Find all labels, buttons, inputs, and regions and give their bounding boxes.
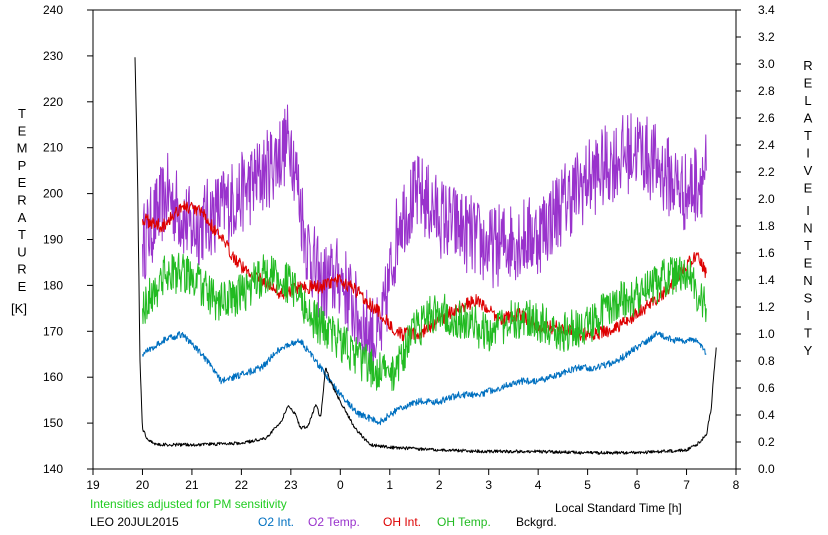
x-tick-label: 8: [733, 478, 740, 492]
y-tick-label: 220: [43, 95, 63, 109]
x-tick-label: 22: [235, 478, 249, 492]
y2-tick-label: 3.2: [758, 30, 775, 44]
x-tick-label: 0: [337, 478, 344, 492]
right-axis-title-letter: I: [806, 203, 810, 218]
x-tick-label: 19: [86, 478, 100, 492]
right-axis-title-letter: I: [806, 146, 810, 161]
plot-frame: [92, 9, 737, 470]
sensitivity-note: Intensities adjusted for PM sensitivity: [90, 497, 287, 511]
y-axis-left: 140 150 160 170 180 190 200 210 220 230 240: [43, 3, 93, 476]
y-tick-label: 230: [43, 49, 63, 63]
y-tick-label: 150: [43, 416, 63, 430]
y-tick-label: 210: [43, 141, 63, 155]
y-axis-right: 0.0 0.2 0.4 0.6 0.8 1.0 1.2 1.4 1.6 1.8 2.0 2.2 2.4 2…: [736, 3, 775, 476]
right-axis-title-letter: T: [804, 326, 812, 341]
x-tick-label: 1: [386, 478, 393, 492]
right-axis-title-letter: T: [804, 238, 812, 253]
y2-tick-label: 2.0: [758, 192, 775, 206]
y2-tick-label: 3.0: [758, 57, 775, 71]
right-axis-title-letter: N: [803, 273, 812, 288]
left-axis-title-letter: R: [17, 262, 26, 277]
x-tick-label: 3: [485, 478, 492, 492]
left-axis-title-letter: R: [17, 193, 26, 208]
y2-tick-label: 1.8: [758, 219, 775, 233]
x-tick-label: 6: [634, 478, 641, 492]
right-axis-title-letter: A: [804, 111, 813, 126]
y2-tick-label: 0.0: [758, 462, 775, 476]
legend-item: O2 Temp.: [308, 515, 360, 529]
x-tick-label: 23: [284, 478, 298, 492]
x-tick-label: 5: [584, 478, 591, 492]
y2-tick-label: 2.4: [758, 138, 775, 152]
x-tick-label: 2: [436, 478, 443, 492]
y2-tick-label: 1.6: [758, 246, 775, 260]
y-tick-label: 190: [43, 233, 63, 247]
y2-tick-label: 0.8: [758, 354, 775, 368]
left-axis-title-letter: E: [18, 279, 27, 294]
series-line-bckgrd: [134, 57, 717, 455]
y2-tick-label: 1.2: [758, 300, 775, 314]
left-axis-title-letter: T: [18, 227, 26, 242]
x-tick-label: 20: [136, 478, 150, 492]
right-axis-title-letter: E: [804, 256, 813, 271]
y-tick-label: 140: [43, 462, 63, 476]
x-tick-label: 7: [683, 478, 690, 492]
site-date-label: LEO 20JUL2015: [90, 515, 179, 529]
right-axis-title-letter: N: [803, 221, 812, 236]
right-axis-title-letter: E: [804, 76, 813, 91]
right-axis-title-letter: I: [806, 308, 810, 323]
y2-tick-label: 1.0: [758, 327, 775, 341]
left-axis-title-letter: P: [18, 158, 27, 173]
y2-tick-label: 2.6: [758, 111, 775, 125]
left-axis-title-letter: M: [17, 141, 28, 156]
left-axis-unit: [K]: [11, 301, 27, 316]
y2-tick-label: 1.4: [758, 273, 775, 287]
right-axis-title-letter: S: [804, 291, 813, 306]
y2-tick-label: 2.8: [758, 84, 775, 98]
right-axis-title-letter: T: [804, 128, 812, 143]
x-axis-label: Local Standard Time [h]: [555, 501, 682, 515]
legend-item: O2 Int.: [258, 515, 294, 529]
series-line-o2-temp: [142, 104, 707, 374]
series-line-oh-temp: [142, 252, 707, 391]
legend-item: OH Int.: [383, 515, 421, 529]
right-axis-title-letter: R: [803, 58, 812, 73]
y-tick-label: 240: [43, 3, 63, 17]
right-axis-title-letter: L: [804, 93, 811, 108]
y2-tick-label: 0.2: [758, 435, 775, 449]
left-axis-title-letter: E: [18, 123, 27, 138]
y-tick-label: 170: [43, 324, 63, 338]
right-axis-title-letter: Y: [804, 343, 813, 358]
x-tick-label: 21: [185, 478, 199, 492]
left-axis-title-letter: E: [18, 175, 27, 190]
legend-item: OH Temp.: [437, 515, 491, 529]
left-axis-title-letter: T: [18, 106, 26, 121]
legend-item: Bckgrd.: [516, 515, 557, 529]
x-axis: 19 20 21 22 23 0 1 2 3 4 5 6 7 8: [86, 469, 740, 492]
y-tick-label: 180: [43, 278, 63, 292]
y-tick-label: 200: [43, 187, 63, 201]
left-axis-title-letter: U: [17, 244, 26, 259]
y2-tick-label: 0.4: [758, 408, 775, 422]
left-axis-title-letter: A: [18, 210, 27, 225]
y2-tick-label: 0.6: [758, 381, 775, 395]
series-group: [134, 57, 717, 455]
right-axis-title-letter: E: [804, 181, 813, 196]
y2-tick-label: 3.4: [758, 3, 775, 17]
right-axis-title-letter: V: [804, 163, 813, 178]
legend: O2 Int. O2 Temp. OH Int. OH Temp. Bckgrd.: [258, 515, 557, 529]
y-tick-label: 160: [43, 370, 63, 384]
series-line-o2-int: [142, 330, 707, 426]
x-tick-label: 4: [535, 478, 542, 492]
y2-tick-label: 2.2: [758, 165, 775, 179]
